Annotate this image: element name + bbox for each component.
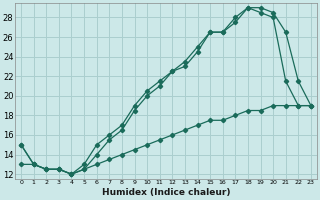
X-axis label: Humidex (Indice chaleur): Humidex (Indice chaleur) (102, 188, 230, 197)
